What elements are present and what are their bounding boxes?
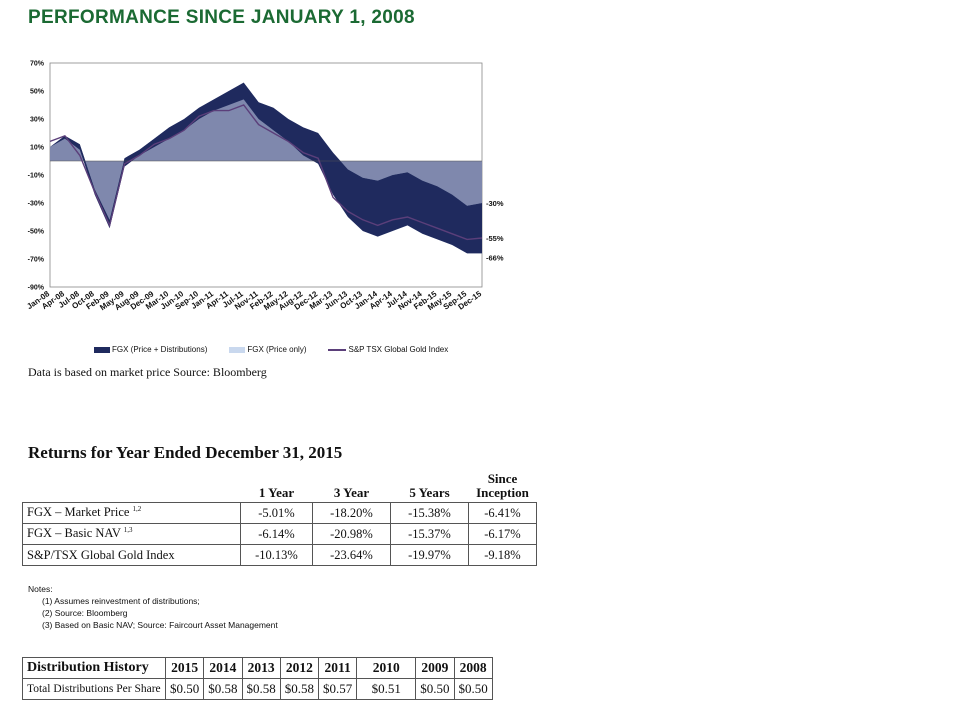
cell-value: -15.37% (390, 523, 469, 545)
year-header: 2013 (241, 657, 281, 679)
year-header: 2011 (317, 657, 358, 679)
legend-swatch-price (229, 346, 246, 353)
cell-value: $0.50 (164, 678, 205, 700)
y-tick-label: 10% (30, 145, 45, 152)
y-tick-label: -10% (28, 173, 45, 180)
legend-item-index: S&P TSX Global Gold Index (328, 345, 448, 354)
cell-value: $0.50 (453, 678, 493, 700)
chart-legend: FGX (Price + Distributions) FGX (Price o… (94, 345, 470, 354)
cell-value: $0.51 (356, 678, 417, 700)
page-title: PERFORMANCE SINCE JANUARY 1, 2008 (28, 7, 415, 28)
cell-value: -23.64% (312, 544, 391, 566)
series-area-total-excess (50, 82, 482, 254)
year-header: 2009 (415, 657, 455, 679)
series-line-index (49, 104, 483, 241)
returns-title: Returns for Year Ended December 31, 2015 (28, 443, 343, 462)
year-header: 2010 (356, 657, 417, 679)
cell-value: -9.18% (468, 544, 537, 566)
end-value-label: -30% (486, 199, 504, 208)
note-item: (2) Source: Bloomberg (42, 608, 128, 618)
source-note: Data is based on market price Source: Bl… (28, 365, 267, 379)
distribution-header-row: Distribution History 2015 2014 2013 2012… (22, 657, 493, 679)
returns-header-5y: 5 Years (390, 470, 469, 503)
notes-heading: Notes: (28, 584, 53, 594)
row-label: FGX – Basic NAV 1,3 (22, 523, 241, 545)
distribution-title: Distribution History (22, 657, 166, 679)
cell-value: -10.13% (240, 544, 313, 566)
year-header: 2012 (279, 657, 320, 679)
legend-label-total: FGX (Price + Distributions) (112, 345, 208, 354)
cell-value: $0.58 (241, 678, 281, 700)
note-item: (3) Based on Basic NAV; Source: Faircour… (42, 620, 278, 630)
distribution-table: Distribution History 2015 2014 2013 2012… (22, 657, 493, 700)
legend-item-total: FGX (Price + Distributions) (94, 345, 207, 354)
cell-value: -6.17% (468, 523, 537, 545)
cell-value: -6.41% (468, 502, 537, 524)
year-header: 2008 (453, 657, 493, 679)
year-header: 2014 (203, 657, 243, 679)
cell-value: -18.20% (312, 502, 391, 524)
cell-value: -19.97% (390, 544, 469, 566)
row-label-text: S&P/TSX Global Gold Index (27, 547, 175, 562)
returns-header-inception: Since Inception (468, 470, 537, 503)
legend-item-price: FGX (Price only) (229, 345, 306, 354)
y-tick-label: 70% (30, 61, 45, 68)
y-tick-label: -50% (28, 229, 45, 236)
distribution-row-label: Total Distributions Per Share (22, 678, 166, 700)
y-tick-label: -70% (28, 257, 45, 264)
y-tick-label: -30% (28, 201, 45, 208)
row-label-text: FGX – Market Price (27, 505, 130, 520)
end-value-label: -55% (486, 234, 504, 243)
cell-value: $0.50 (415, 678, 455, 700)
year-header: 2015 (164, 657, 205, 679)
cell-value: -5.01% (240, 502, 313, 524)
legend-label-index: S&P TSX Global Gold Index (348, 345, 449, 354)
row-label-text: FGX – Basic NAV (27, 526, 121, 541)
cell-value: $0.58 (203, 678, 243, 700)
notes: Notes: (1) Assumes reinvestment of distr… (28, 583, 278, 631)
cell-value: -20.98% (312, 523, 391, 545)
row-label: S&P/TSX Global Gold Index (22, 544, 241, 566)
legend-label-price: FGX (Price only) (247, 345, 307, 354)
cell-value: -15.38% (390, 502, 469, 524)
table-row: FGX – Basic NAV 1,3 -6.14% -20.98% -15.3… (22, 523, 537, 545)
note-item: (1) Assumes reinvestment of distribution… (42, 596, 200, 606)
row-footnote: 1,3 (123, 526, 133, 535)
table-row: Total Distributions Per Share $0.50 $0.5… (22, 678, 493, 700)
row-label: FGX – Market Price 1,2 (22, 502, 241, 524)
returns-header-blank (22, 470, 241, 503)
y-tick-label: 30% (30, 117, 45, 124)
legend-swatch-total (94, 346, 110, 353)
returns-header-3y: 3 Year (312, 470, 391, 503)
table-row: S&P/TSX Global Gold Index -10.13% -23.64… (22, 544, 537, 566)
row-footnote: 1,2 (132, 505, 142, 514)
table-row: FGX – Market Price 1,2 -5.01% -18.20% -1… (22, 502, 537, 524)
returns-table: 1 Year 3 Year 5 Years Since Inception FG… (22, 470, 537, 566)
returns-header-1y: 1 Year (240, 470, 313, 503)
cell-value: $0.57 (317, 678, 358, 700)
performance-chart: 70%50%30%10%-10%-30%-50%-70%-90%Jan-08Ap… (25, 61, 504, 313)
legend-swatch-index (328, 348, 347, 351)
cell-value: $0.58 (279, 678, 320, 700)
y-tick-label: -90% (28, 285, 45, 292)
cell-value: -6.14% (240, 523, 313, 545)
end-value-label: -66% (486, 253, 504, 262)
y-tick-label: 50% (30, 89, 45, 96)
series-area-total (50, 82, 482, 220)
